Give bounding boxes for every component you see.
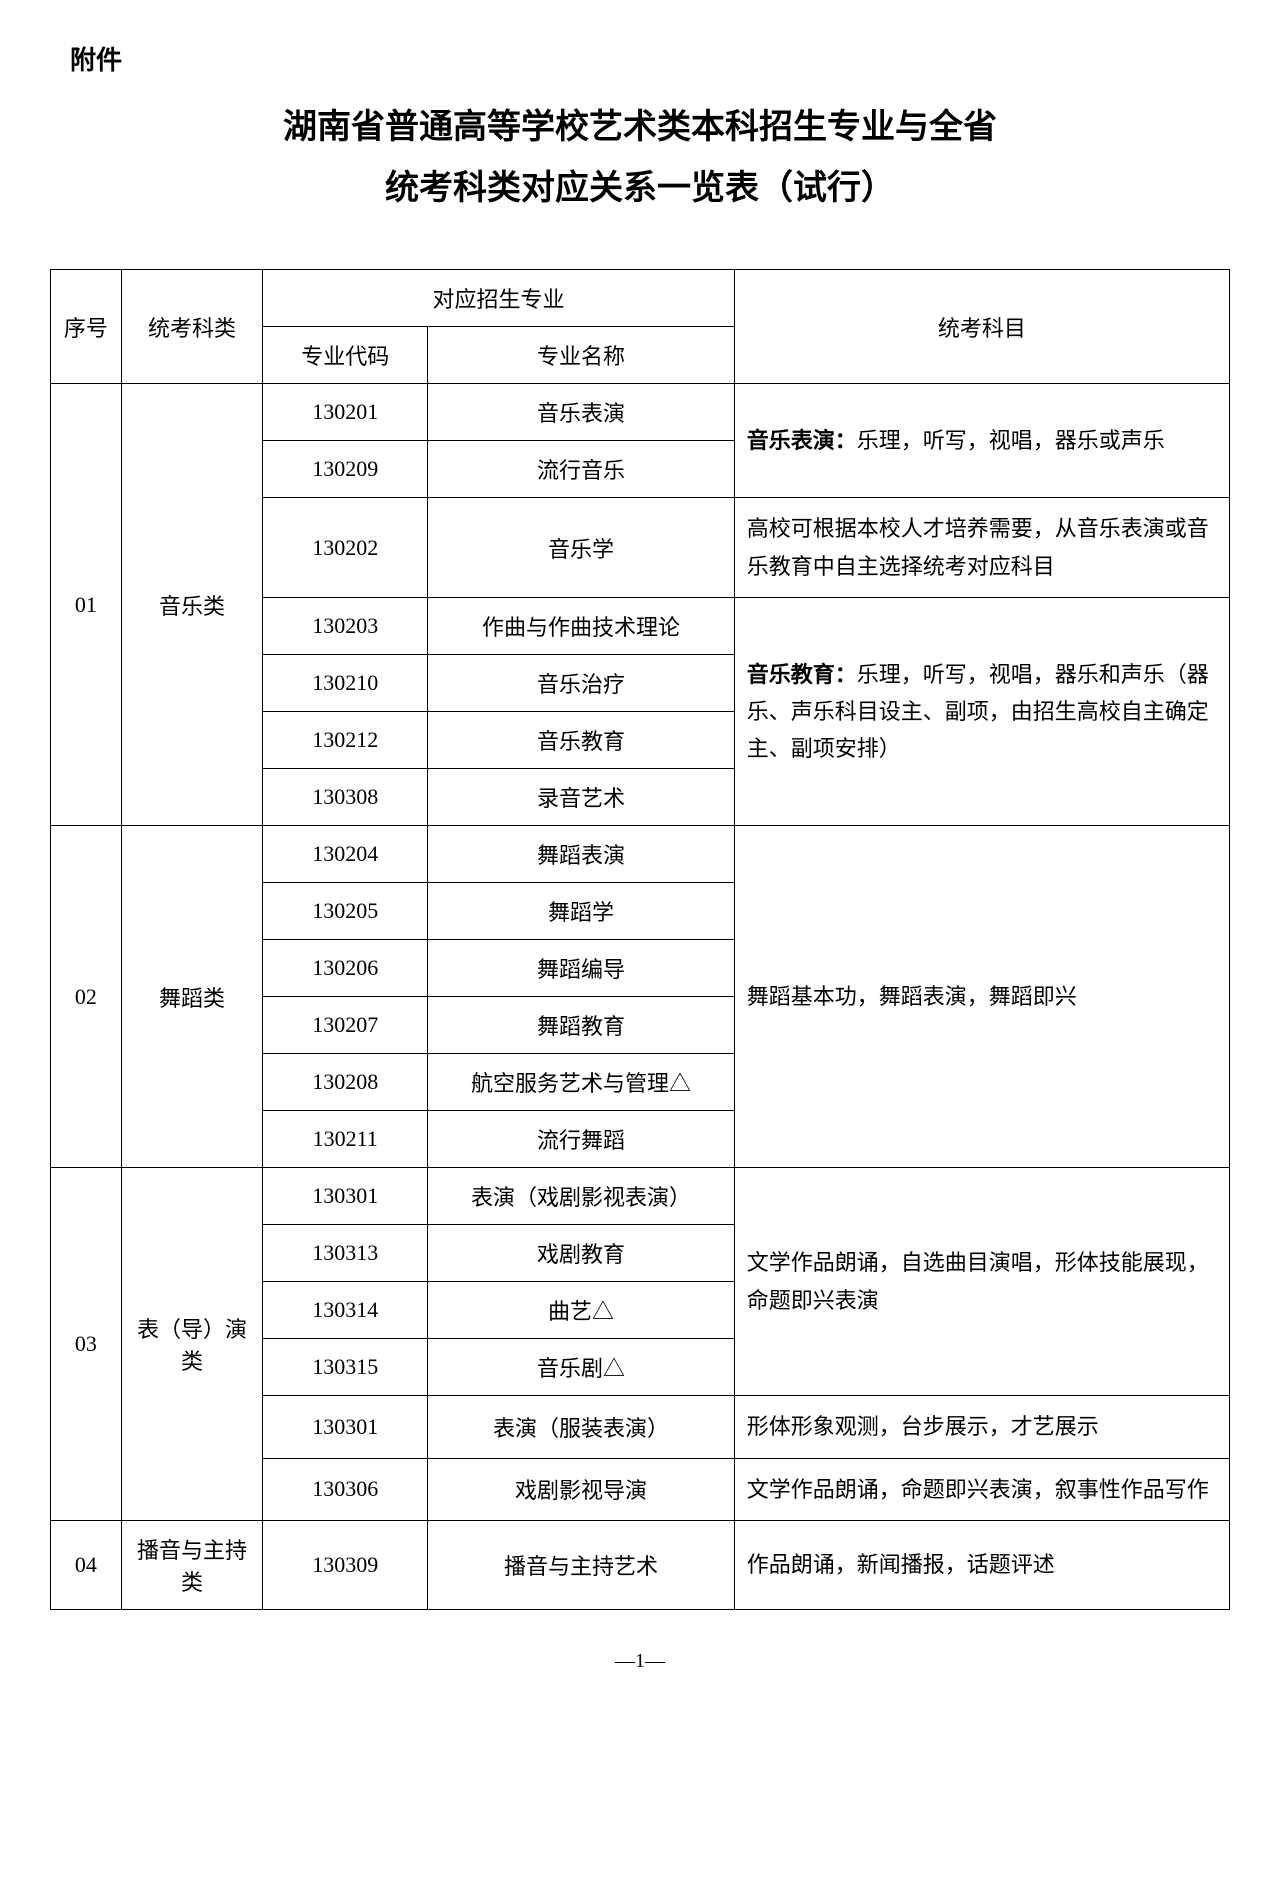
cell-seq: 04 bbox=[51, 1520, 122, 1609]
attachment-label: 附件 bbox=[70, 40, 1230, 77]
cell-seq: 02 bbox=[51, 826, 122, 1168]
cell-code: 130301 bbox=[263, 1396, 428, 1458]
cell-subjects: 形体形象观测，台步展示，才艺展示 bbox=[734, 1396, 1229, 1458]
cell-code: 130208 bbox=[263, 1054, 428, 1111]
majors-table: 序号 统考科类 对应招生专业 统考科目 专业代码 专业名称 01 音乐类 130… bbox=[50, 269, 1230, 1610]
header-row-1: 序号 统考科类 对应招生专业 统考科目 bbox=[51, 270, 1230, 327]
cell-name: 音乐学 bbox=[428, 498, 735, 598]
subj-bold: 音乐表演： bbox=[747, 428, 857, 453]
cell-code: 130203 bbox=[263, 598, 428, 655]
cell-name: 表演（服装表演） bbox=[428, 1396, 735, 1458]
table-row: 04 播音与主持类 130309 播音与主持艺术 作品朗诵，新闻播报，话题评述 bbox=[51, 1520, 1230, 1609]
cell-name: 音乐表演 bbox=[428, 384, 735, 441]
th-major-code: 专业代码 bbox=[263, 327, 428, 384]
cell-name: 录音艺术 bbox=[428, 769, 735, 826]
cell-name: 表演（戏剧影视表演） bbox=[428, 1168, 735, 1225]
cell-name: 舞蹈编导 bbox=[428, 940, 735, 997]
cell-name: 音乐教育 bbox=[428, 712, 735, 769]
cell-code: 130314 bbox=[263, 1282, 428, 1339]
cell-subjects: 高校可根据本校人才培养需要，从音乐表演或音乐教育中自主选择统考对应科目 bbox=[734, 498, 1229, 598]
cell-name: 戏剧影视导演 bbox=[428, 1458, 735, 1520]
title-line-1: 湖南省普通高等学校艺术类本科招生专业与全省 bbox=[283, 108, 997, 146]
table-row: 03 表（导）演类 130301 表演（戏剧影视表演） 文学作品朗诵，自选曲目演… bbox=[51, 1168, 1230, 1225]
cell-code: 130207 bbox=[263, 997, 428, 1054]
cell-code: 130315 bbox=[263, 1339, 428, 1396]
page-number: —1— bbox=[50, 1650, 1230, 1673]
th-subjects: 统考科目 bbox=[734, 270, 1229, 384]
table-row: 01 音乐类 130201 音乐表演 音乐表演：乐理，听写，视唱，器乐或声乐 bbox=[51, 384, 1230, 441]
document-title: 湖南省普通高等学校艺术类本科招生专业与全省 统考科类对应关系一览表（试行） bbox=[50, 97, 1230, 219]
cell-code: 130202 bbox=[263, 498, 428, 598]
cell-code: 130211 bbox=[263, 1111, 428, 1168]
cell-code: 130209 bbox=[263, 441, 428, 498]
cell-subjects: 文学作品朗诵，命题即兴表演，叙事性作品写作 bbox=[734, 1458, 1229, 1520]
cell-code: 130210 bbox=[263, 655, 428, 712]
cell-code: 130204 bbox=[263, 826, 428, 883]
cell-subjects: 文学作品朗诵，自选曲目演唱，形体技能展现，命题即兴表演 bbox=[734, 1168, 1229, 1396]
cell-code: 130301 bbox=[263, 1168, 428, 1225]
cell-code: 130206 bbox=[263, 940, 428, 997]
cell-name: 舞蹈教育 bbox=[428, 997, 735, 1054]
cell-name: 舞蹈表演 bbox=[428, 826, 735, 883]
th-major-group: 对应招生专业 bbox=[263, 270, 735, 327]
cell-code: 130212 bbox=[263, 712, 428, 769]
cell-subjects: 音乐表演：乐理，听写，视唱，器乐或声乐 bbox=[734, 384, 1229, 498]
th-seq: 序号 bbox=[51, 270, 122, 384]
table-row: 02 舞蹈类 130204 舞蹈表演 舞蹈基本功，舞蹈表演，舞蹈即兴 bbox=[51, 826, 1230, 883]
subj-rest: 乐理，听写，视唱，器乐或声乐 bbox=[857, 428, 1165, 453]
cell-name: 航空服务艺术与管理△ bbox=[428, 1054, 735, 1111]
cell-name: 作曲与作曲技术理论 bbox=[428, 598, 735, 655]
cell-name: 流行舞蹈 bbox=[428, 1111, 735, 1168]
cell-subjects: 舞蹈基本功，舞蹈表演，舞蹈即兴 bbox=[734, 826, 1229, 1168]
cell-name: 流行音乐 bbox=[428, 441, 735, 498]
cell-category: 表（导）演类 bbox=[121, 1168, 262, 1521]
cell-name: 音乐治疗 bbox=[428, 655, 735, 712]
subj-bold: 音乐教育： bbox=[747, 662, 857, 687]
th-category: 统考科类 bbox=[121, 270, 262, 384]
cell-code: 130313 bbox=[263, 1225, 428, 1282]
cell-code: 130201 bbox=[263, 384, 428, 441]
cell-seq: 01 bbox=[51, 384, 122, 826]
cell-seq: 03 bbox=[51, 1168, 122, 1521]
cell-category: 音乐类 bbox=[121, 384, 262, 826]
cell-name: 戏剧教育 bbox=[428, 1225, 735, 1282]
cell-name: 曲艺△ bbox=[428, 1282, 735, 1339]
title-line-2: 统考科类对应关系一览表（试行） bbox=[385, 169, 895, 207]
th-major-name: 专业名称 bbox=[428, 327, 735, 384]
cell-category: 播音与主持类 bbox=[121, 1520, 262, 1609]
cell-name: 播音与主持艺术 bbox=[428, 1520, 735, 1609]
cell-code: 130309 bbox=[263, 1520, 428, 1609]
cell-code: 130308 bbox=[263, 769, 428, 826]
cell-name: 舞蹈学 bbox=[428, 883, 735, 940]
cell-name: 音乐剧△ bbox=[428, 1339, 735, 1396]
cell-subjects: 音乐教育：乐理，听写，视唱，器乐和声乐（器乐、声乐科目设主、副项，由招生高校自主… bbox=[734, 598, 1229, 826]
cell-subjects: 作品朗诵，新闻播报，话题评述 bbox=[734, 1520, 1229, 1609]
cell-code: 130306 bbox=[263, 1458, 428, 1520]
cell-code: 130205 bbox=[263, 883, 428, 940]
cell-category: 舞蹈类 bbox=[121, 826, 262, 1168]
